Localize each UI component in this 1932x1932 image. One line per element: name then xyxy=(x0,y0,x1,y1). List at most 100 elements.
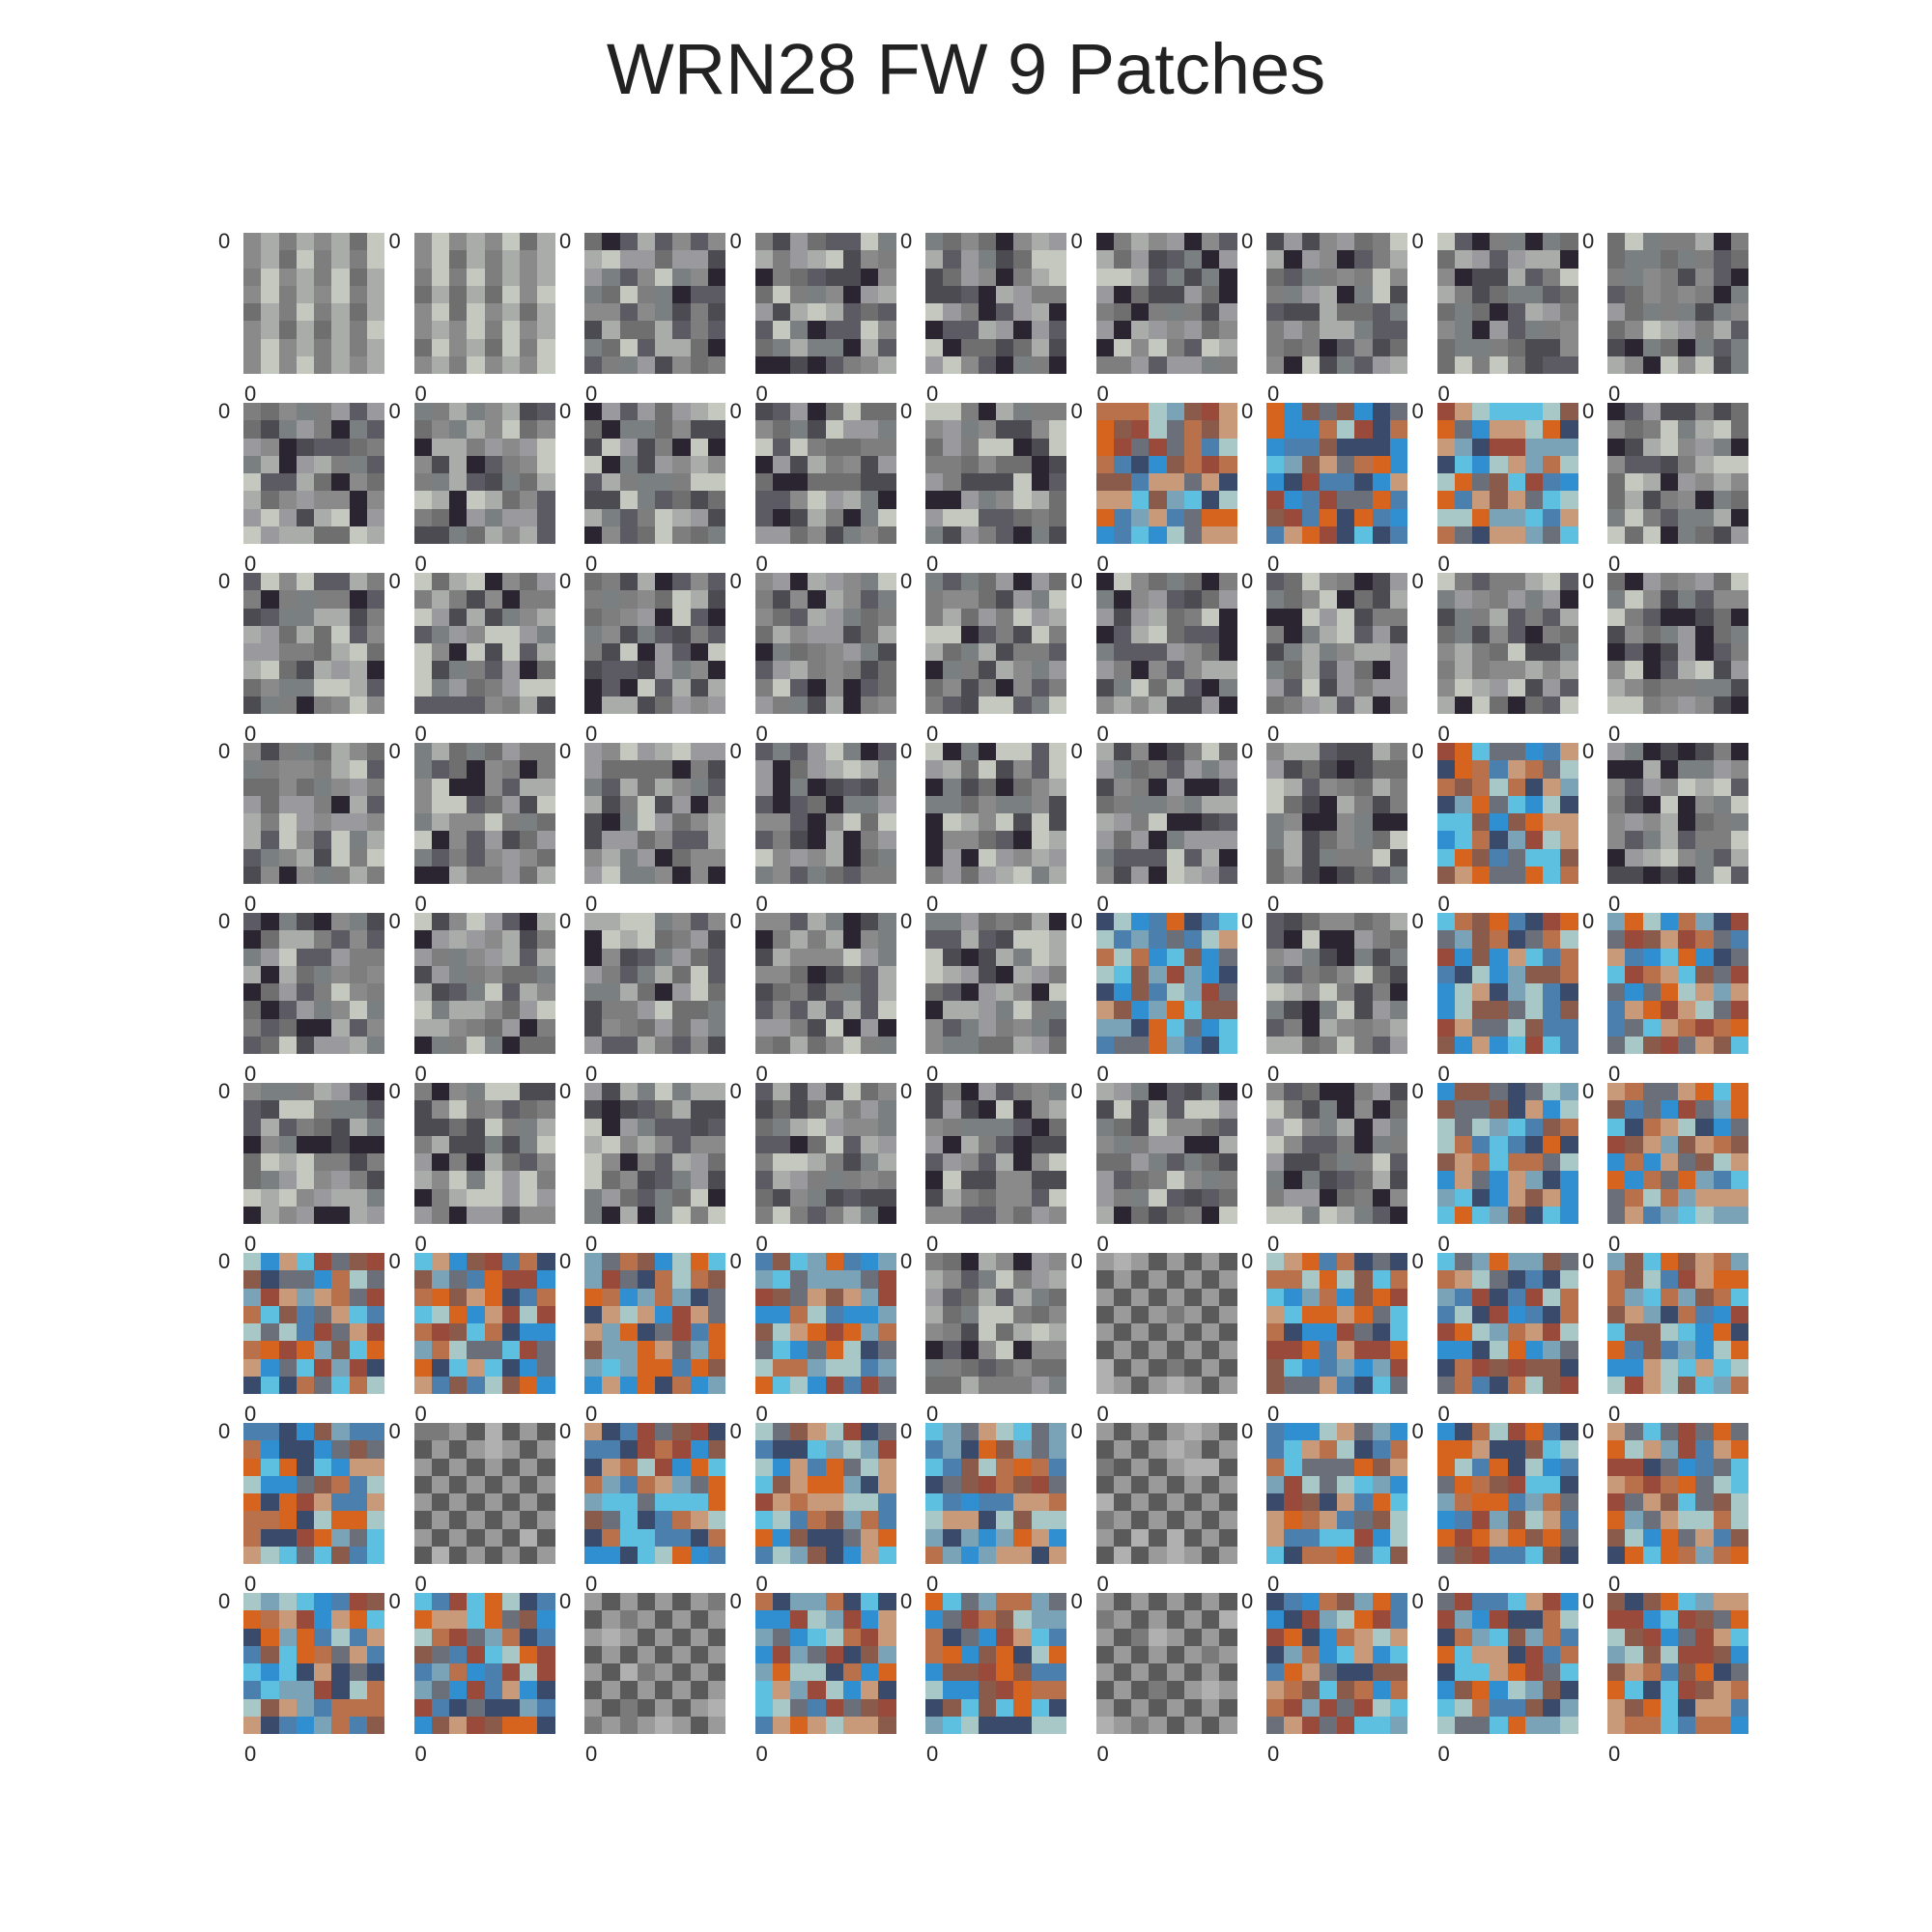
patch-pixel xyxy=(449,338,468,356)
patch-pixel xyxy=(1642,233,1661,251)
patch-pixel xyxy=(1166,1288,1184,1306)
patch-pixel xyxy=(707,696,725,714)
patch-pixel xyxy=(1660,1323,1678,1342)
patch-pixel xyxy=(261,866,279,884)
patch-pixel xyxy=(431,1475,449,1493)
patch-pixel xyxy=(1166,1458,1184,1476)
patch-pixel xyxy=(672,438,691,456)
patch-pixel xyxy=(707,1528,725,1547)
patch-pixel xyxy=(501,1206,520,1224)
patch-pixel xyxy=(1524,1253,1543,1271)
patch-pixel xyxy=(672,420,691,439)
patch-pixel xyxy=(1454,1188,1472,1207)
patch-pixel xyxy=(501,1188,520,1207)
patch-pixel xyxy=(1524,321,1543,339)
patch-pixel xyxy=(1219,285,1237,303)
patch-pixel xyxy=(278,1001,297,1019)
patch-pixel xyxy=(278,1270,297,1289)
patch-pixel xyxy=(1354,526,1373,544)
patch-pixel xyxy=(960,831,979,849)
patch-pixel xyxy=(943,831,961,849)
patch-pixel xyxy=(1730,1323,1748,1342)
patch-x-tick: 0 xyxy=(1267,382,1280,406)
patch-pixel xyxy=(243,965,262,983)
patch-pixel xyxy=(1219,420,1237,439)
patch-pixel xyxy=(925,438,944,456)
patch-pixel xyxy=(1202,760,1220,779)
filter-patch xyxy=(243,1253,384,1394)
patch-pixel xyxy=(1219,643,1237,662)
patch-pixel xyxy=(484,1206,502,1224)
patch-pixel xyxy=(537,1475,555,1493)
patch-pixel xyxy=(243,473,262,492)
patch-pixel xyxy=(1507,268,1525,286)
patch-pixel xyxy=(296,473,314,492)
patch-pixel xyxy=(825,1018,843,1037)
patch-pixel xyxy=(1660,1288,1678,1306)
patch-pixel xyxy=(1713,1305,1731,1323)
patch-pixel xyxy=(1660,1118,1678,1136)
patch-pixel xyxy=(1436,338,1455,356)
patch-pixel xyxy=(1625,420,1643,439)
patch-pixel xyxy=(501,1475,520,1493)
patch-pixel xyxy=(1507,1100,1525,1119)
patch-pixel xyxy=(1436,491,1455,509)
patch-pixel xyxy=(1219,1253,1237,1271)
patch-pixel xyxy=(1436,813,1455,832)
patch-pixel xyxy=(278,1288,297,1306)
patch-pixel xyxy=(1048,573,1066,591)
patch-pixel xyxy=(296,1376,314,1394)
patch-pixel xyxy=(1625,913,1643,931)
patch-pixel xyxy=(1607,1288,1626,1306)
patch-pixel xyxy=(1389,1358,1407,1377)
patch-pixel xyxy=(1183,1083,1202,1101)
filter-patch xyxy=(1436,1423,1578,1564)
patch-pixel xyxy=(1660,1305,1678,1323)
patch-pixel xyxy=(1730,1270,1748,1289)
patch-pixel xyxy=(754,795,773,813)
patch-pixel xyxy=(261,250,279,269)
patch-pixel xyxy=(1560,590,1578,609)
patch-pixel xyxy=(366,1135,384,1153)
patch-pixel xyxy=(243,1305,262,1323)
patch-pixel xyxy=(1183,778,1202,796)
patch-pixel xyxy=(484,795,502,813)
patch-pixel xyxy=(1607,508,1626,526)
patch-pixel xyxy=(1013,1546,1032,1564)
patch-x-tick: 0 xyxy=(1608,1572,1621,1596)
patch-pixel xyxy=(1507,508,1525,526)
patch-pixel xyxy=(996,696,1014,714)
patch-pixel xyxy=(1678,778,1696,796)
patch-pixel xyxy=(1113,1171,1131,1189)
patch-pixel xyxy=(1730,473,1748,492)
patch-pixel xyxy=(1183,1458,1202,1476)
patch-pixel xyxy=(261,1663,279,1682)
patch-pixel xyxy=(1524,491,1543,509)
patch-pixel xyxy=(520,1593,538,1611)
patch-pixel xyxy=(584,508,603,526)
patch-pixel xyxy=(878,1493,896,1512)
patch-pixel xyxy=(413,491,432,509)
patch-pixel xyxy=(1607,831,1626,849)
patch-pixel xyxy=(1202,1546,1220,1564)
patch-pixel xyxy=(1436,608,1455,626)
patch-pixel xyxy=(1319,848,1337,867)
patch-pixel xyxy=(1436,1376,1455,1394)
patch-x-tick: 0 xyxy=(1267,1062,1280,1086)
patch-pixel xyxy=(861,1376,879,1394)
patch-pixel xyxy=(1284,965,1302,983)
patch-pixel xyxy=(672,1341,691,1359)
patch-pixel xyxy=(278,508,297,526)
patch-pixel xyxy=(1031,831,1049,849)
patch-pixel xyxy=(1454,795,1472,813)
patch-pixel xyxy=(1524,338,1543,356)
patch-x-tick: 0 xyxy=(1096,1232,1109,1256)
patch-pixel xyxy=(1642,1358,1661,1377)
filter-patch xyxy=(1436,913,1578,1054)
patch-pixel xyxy=(366,1376,384,1394)
patch-pixel xyxy=(1524,743,1543,761)
patch-pixel xyxy=(584,1100,603,1119)
patch-pixel xyxy=(996,1135,1014,1153)
patch-pixel xyxy=(431,338,449,356)
patch-pixel xyxy=(1319,403,1337,421)
